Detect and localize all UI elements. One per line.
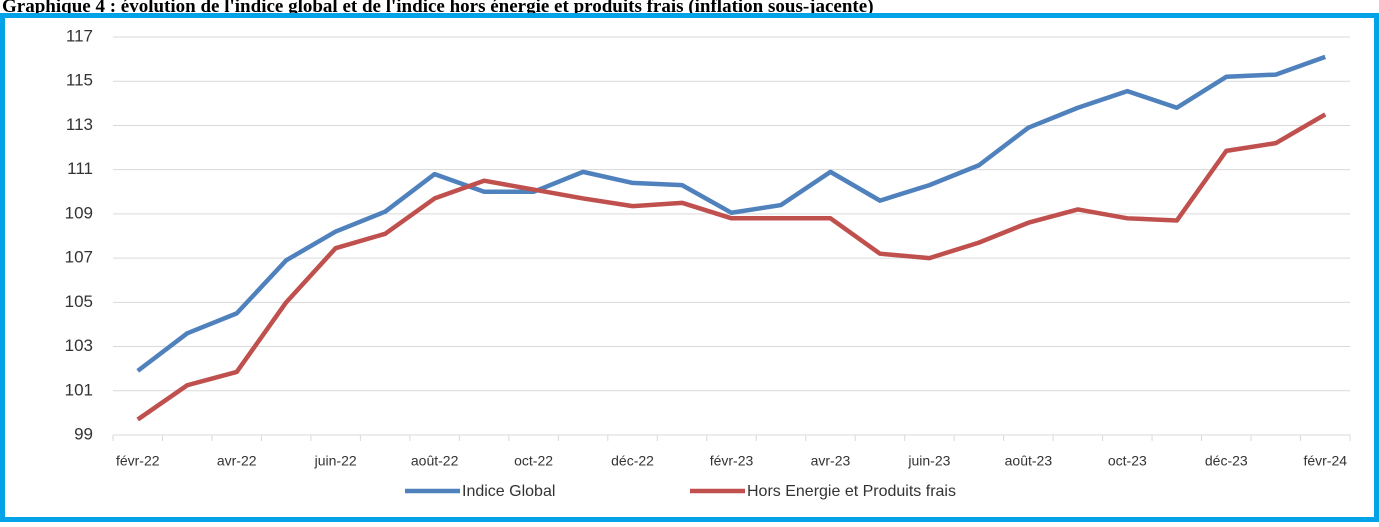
y-tick-label: 103 <box>65 336 93 355</box>
legend-label: Hors Energie et Produits frais <box>747 483 956 500</box>
x-tick-label: févr-22 <box>116 453 160 469</box>
chart-border <box>0 13 1379 522</box>
x-tick-label: juin-22 <box>314 453 357 469</box>
x-tick-label: févr-23 <box>710 453 754 469</box>
x-tick-label: déc-22 <box>611 453 654 469</box>
y-tick-label: 113 <box>66 115 93 134</box>
x-tick-label: avr-22 <box>217 453 257 469</box>
x-tick-label: oct-22 <box>514 453 553 469</box>
y-tick-label: 107 <box>65 248 93 267</box>
y-tick-label: 105 <box>65 292 93 311</box>
x-tick-label: déc-23 <box>1205 453 1248 469</box>
x-tick-label: oct-23 <box>1108 453 1147 469</box>
y-tick-label: 117 <box>66 26 93 45</box>
x-tick-label: août-23 <box>1005 453 1053 469</box>
x-tick-label: juin-23 <box>907 453 950 469</box>
y-tick-label: 115 <box>66 71 93 90</box>
y-tick-label: 101 <box>65 380 93 399</box>
x-tick-label: avr-23 <box>811 453 851 469</box>
y-tick-label: 111 <box>67 159 93 178</box>
x-tick-label: févr-24 <box>1303 453 1347 469</box>
x-tick-label: août-22 <box>411 453 459 469</box>
chart-title: Graphique 4 : évolution de l'indice glob… <box>2 0 874 17</box>
y-tick-label: 99 <box>74 424 93 443</box>
legend-label: Indice Global <box>462 483 555 500</box>
series-line <box>136 112 1327 422</box>
y-tick-label: 109 <box>65 203 93 222</box>
series-line <box>136 54 1327 373</box>
